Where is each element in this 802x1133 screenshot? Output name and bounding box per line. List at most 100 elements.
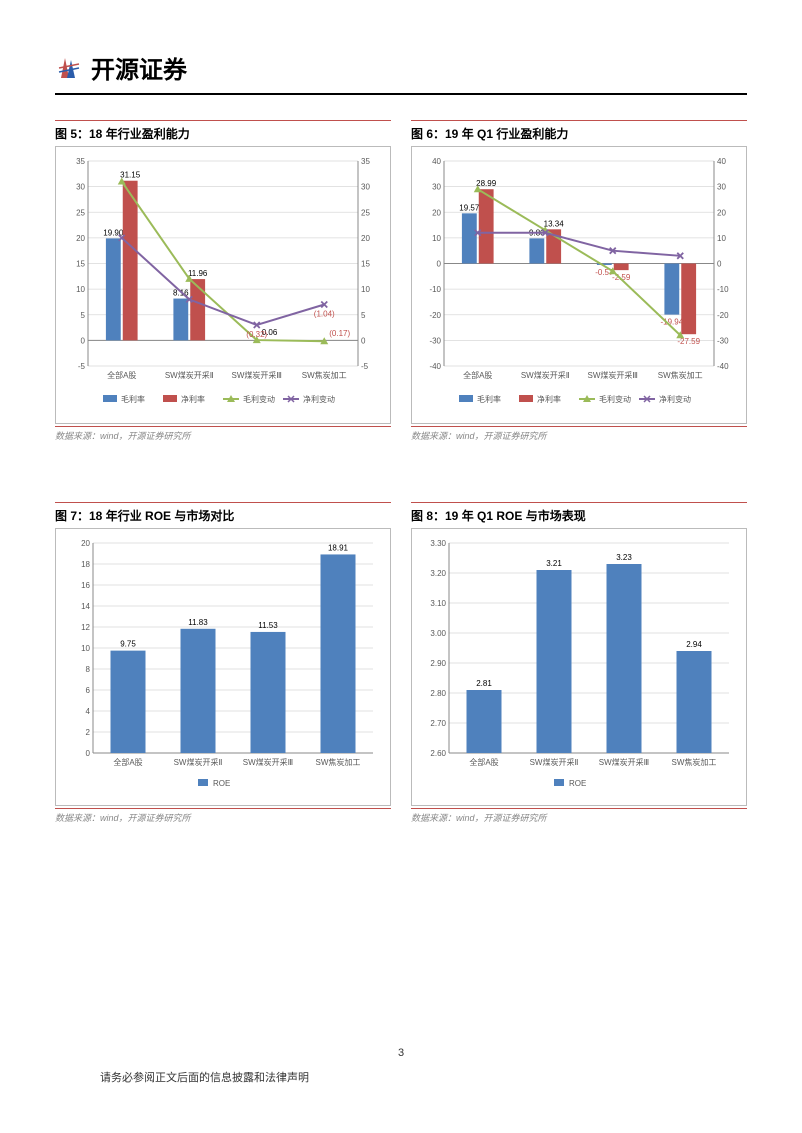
svg-text:3.20: 3.20 <box>430 569 446 578</box>
svg-text:10: 10 <box>76 285 85 294</box>
svg-text:11.53: 11.53 <box>258 621 278 630</box>
svg-text:-5: -5 <box>78 362 86 371</box>
svg-text:SW焦炭加工: SW焦炭加工 <box>672 757 717 767</box>
svg-text:SW煤炭开采Ⅱ: SW煤炭开采Ⅱ <box>521 370 570 380</box>
svg-text:20: 20 <box>361 234 370 243</box>
chart5-title: 图 5：18 年行业盈利能力 <box>55 120 391 146</box>
svg-text:2.81: 2.81 <box>476 679 492 688</box>
svg-text:0: 0 <box>81 336 86 345</box>
svg-text:25: 25 <box>361 208 370 217</box>
chart8-svg: 2.602.702.802.903.003.103.203.302.81全部A股… <box>414 533 744 803</box>
svg-text:10: 10 <box>361 285 370 294</box>
svg-text:30: 30 <box>361 183 370 192</box>
svg-text:SW煤炭开采Ⅲ: SW煤炭开采Ⅲ <box>599 757 649 767</box>
svg-text:-30: -30 <box>429 336 441 345</box>
svg-text:16: 16 <box>81 581 90 590</box>
svg-text:0: 0 <box>437 260 442 269</box>
svg-text:毛利率: 毛利率 <box>477 394 501 404</box>
svg-text:35: 35 <box>76 157 85 166</box>
chart6-title: 图 6：19 年 Q1 行业盈利能力 <box>411 120 747 146</box>
svg-text:13.34: 13.34 <box>544 219 565 228</box>
svg-text:净利率: 净利率 <box>181 394 205 404</box>
svg-text:31.15: 31.15 <box>120 171 141 180</box>
svg-text:-27.59: -27.59 <box>677 337 700 346</box>
svg-text:18: 18 <box>81 560 90 569</box>
svg-text:净利变动: 净利变动 <box>659 394 691 404</box>
chart8-title: 图 8：19 年 Q1 ROE 与市场表现 <box>411 502 747 528</box>
svg-text:11.96: 11.96 <box>188 269 208 278</box>
svg-text:-5: -5 <box>361 362 369 371</box>
svg-text:全部A股: 全部A股 <box>107 370 136 380</box>
svg-text:毛利变动: 毛利变动 <box>599 394 631 404</box>
chart5-source: 数据来源：wind，开源证券研究所 <box>55 426 391 442</box>
svg-text:10: 10 <box>432 234 441 243</box>
svg-text:ROE: ROE <box>213 779 230 788</box>
svg-text:30: 30 <box>432 183 441 192</box>
svg-text:4: 4 <box>86 707 91 716</box>
svg-text:SW焦炭加工: SW焦炭加工 <box>302 370 347 380</box>
svg-text:10: 10 <box>717 234 726 243</box>
svg-text:10: 10 <box>81 644 90 653</box>
svg-text:40: 40 <box>432 157 441 166</box>
svg-text:净利率: 净利率 <box>537 394 561 404</box>
chart8-container: 图 8：19 年 Q1 ROE 与市场表现 2.602.702.802.903.… <box>411 502 747 824</box>
svg-text:20: 20 <box>717 208 726 217</box>
chart7-svg: 024681012141618209.75全部A股11.83SW煤炭开采Ⅱ11.… <box>58 533 388 803</box>
chart7-title: 图 7：18 年行业 ROE 与市场对比 <box>55 502 391 528</box>
svg-text:SW煤炭开采Ⅲ: SW煤炭开采Ⅲ <box>588 370 638 380</box>
svg-text:25: 25 <box>76 208 85 217</box>
svg-text:2.94: 2.94 <box>686 640 702 649</box>
svg-text:2.70: 2.70 <box>430 719 446 728</box>
svg-text:-20: -20 <box>429 311 441 320</box>
svg-text:3.00: 3.00 <box>430 629 446 638</box>
chart8-source: 数据来源：wind，开源证券研究所 <box>411 808 747 824</box>
svg-text:35: 35 <box>361 157 370 166</box>
svg-text:30: 30 <box>717 183 726 192</box>
svg-text:20: 20 <box>81 539 90 548</box>
page-header: 开源证券 <box>55 50 747 95</box>
svg-text:40: 40 <box>717 157 726 166</box>
svg-text:3.30: 3.30 <box>430 539 446 548</box>
chart5-container: 图 5：18 年行业盈利能力 -5 0 5 10 15 20 25 30 35 -5 0 5 10 15 2… <box>55 120 391 442</box>
company-logo-icon <box>55 54 83 82</box>
chart6-svg: -40-30-20-10010203040-40-30-20-100102030… <box>414 151 744 421</box>
svg-text:14: 14 <box>81 602 90 611</box>
svg-text:12: 12 <box>81 623 90 632</box>
svg-text:5: 5 <box>81 311 86 320</box>
svg-text:5: 5 <box>361 311 366 320</box>
svg-text:15: 15 <box>361 260 370 269</box>
page-number: 3 <box>0 1047 802 1059</box>
svg-text:-20: -20 <box>717 311 729 320</box>
svg-text:(0.17): (0.17) <box>329 329 350 338</box>
svg-text:SW煤炭开采Ⅱ: SW煤炭开采Ⅱ <box>174 757 223 767</box>
svg-text:0: 0 <box>361 336 366 345</box>
svg-text:9.75: 9.75 <box>120 640 136 649</box>
svg-text:ROE: ROE <box>569 779 586 788</box>
chart7-source: 数据来源：wind，开源证券研究所 <box>55 808 391 824</box>
svg-text:11.83: 11.83 <box>188 618 208 627</box>
svg-text:(1.04): (1.04) <box>314 310 335 319</box>
svg-text:-10: -10 <box>429 285 441 294</box>
svg-text:全部A股: 全部A股 <box>469 757 498 767</box>
chart7-container: 图 7：18 年行业 ROE 与市场对比 024681012141618209.… <box>55 502 391 824</box>
svg-text:净利变动: 净利变动 <box>303 394 335 404</box>
svg-text:SW煤炭开采Ⅲ: SW煤炭开采Ⅲ <box>243 757 293 767</box>
svg-text:20: 20 <box>76 234 85 243</box>
svg-text:SW煤炭开采Ⅲ: SW煤炭开采Ⅲ <box>232 370 282 380</box>
svg-text:15: 15 <box>76 260 85 269</box>
svg-text:19.57: 19.57 <box>459 203 480 212</box>
svg-text:8: 8 <box>86 665 91 674</box>
svg-text:-40: -40 <box>429 362 441 371</box>
svg-text:2.90: 2.90 <box>430 659 446 668</box>
svg-text:20: 20 <box>432 208 441 217</box>
svg-text:毛利变动: 毛利变动 <box>243 394 275 404</box>
svg-text:全部A股: 全部A股 <box>113 757 142 767</box>
svg-text:2: 2 <box>86 728 91 737</box>
svg-text:SW焦炭加工: SW焦炭加工 <box>658 370 703 380</box>
chart6-container: 图 6：19 年 Q1 行业盈利能力 -40 -30 -20 -10 0 10 20 30 40… <box>411 120 747 442</box>
disclaimer-text: 请务必参阅正文后面的信息披露和法律声明 <box>0 1069 802 1085</box>
svg-text:全部A股: 全部A股 <box>463 370 492 380</box>
svg-text:28.99: 28.99 <box>476 179 497 188</box>
svg-text:SW焦炭加工: SW焦炭加工 <box>316 757 361 767</box>
svg-text:2.60: 2.60 <box>430 749 446 758</box>
